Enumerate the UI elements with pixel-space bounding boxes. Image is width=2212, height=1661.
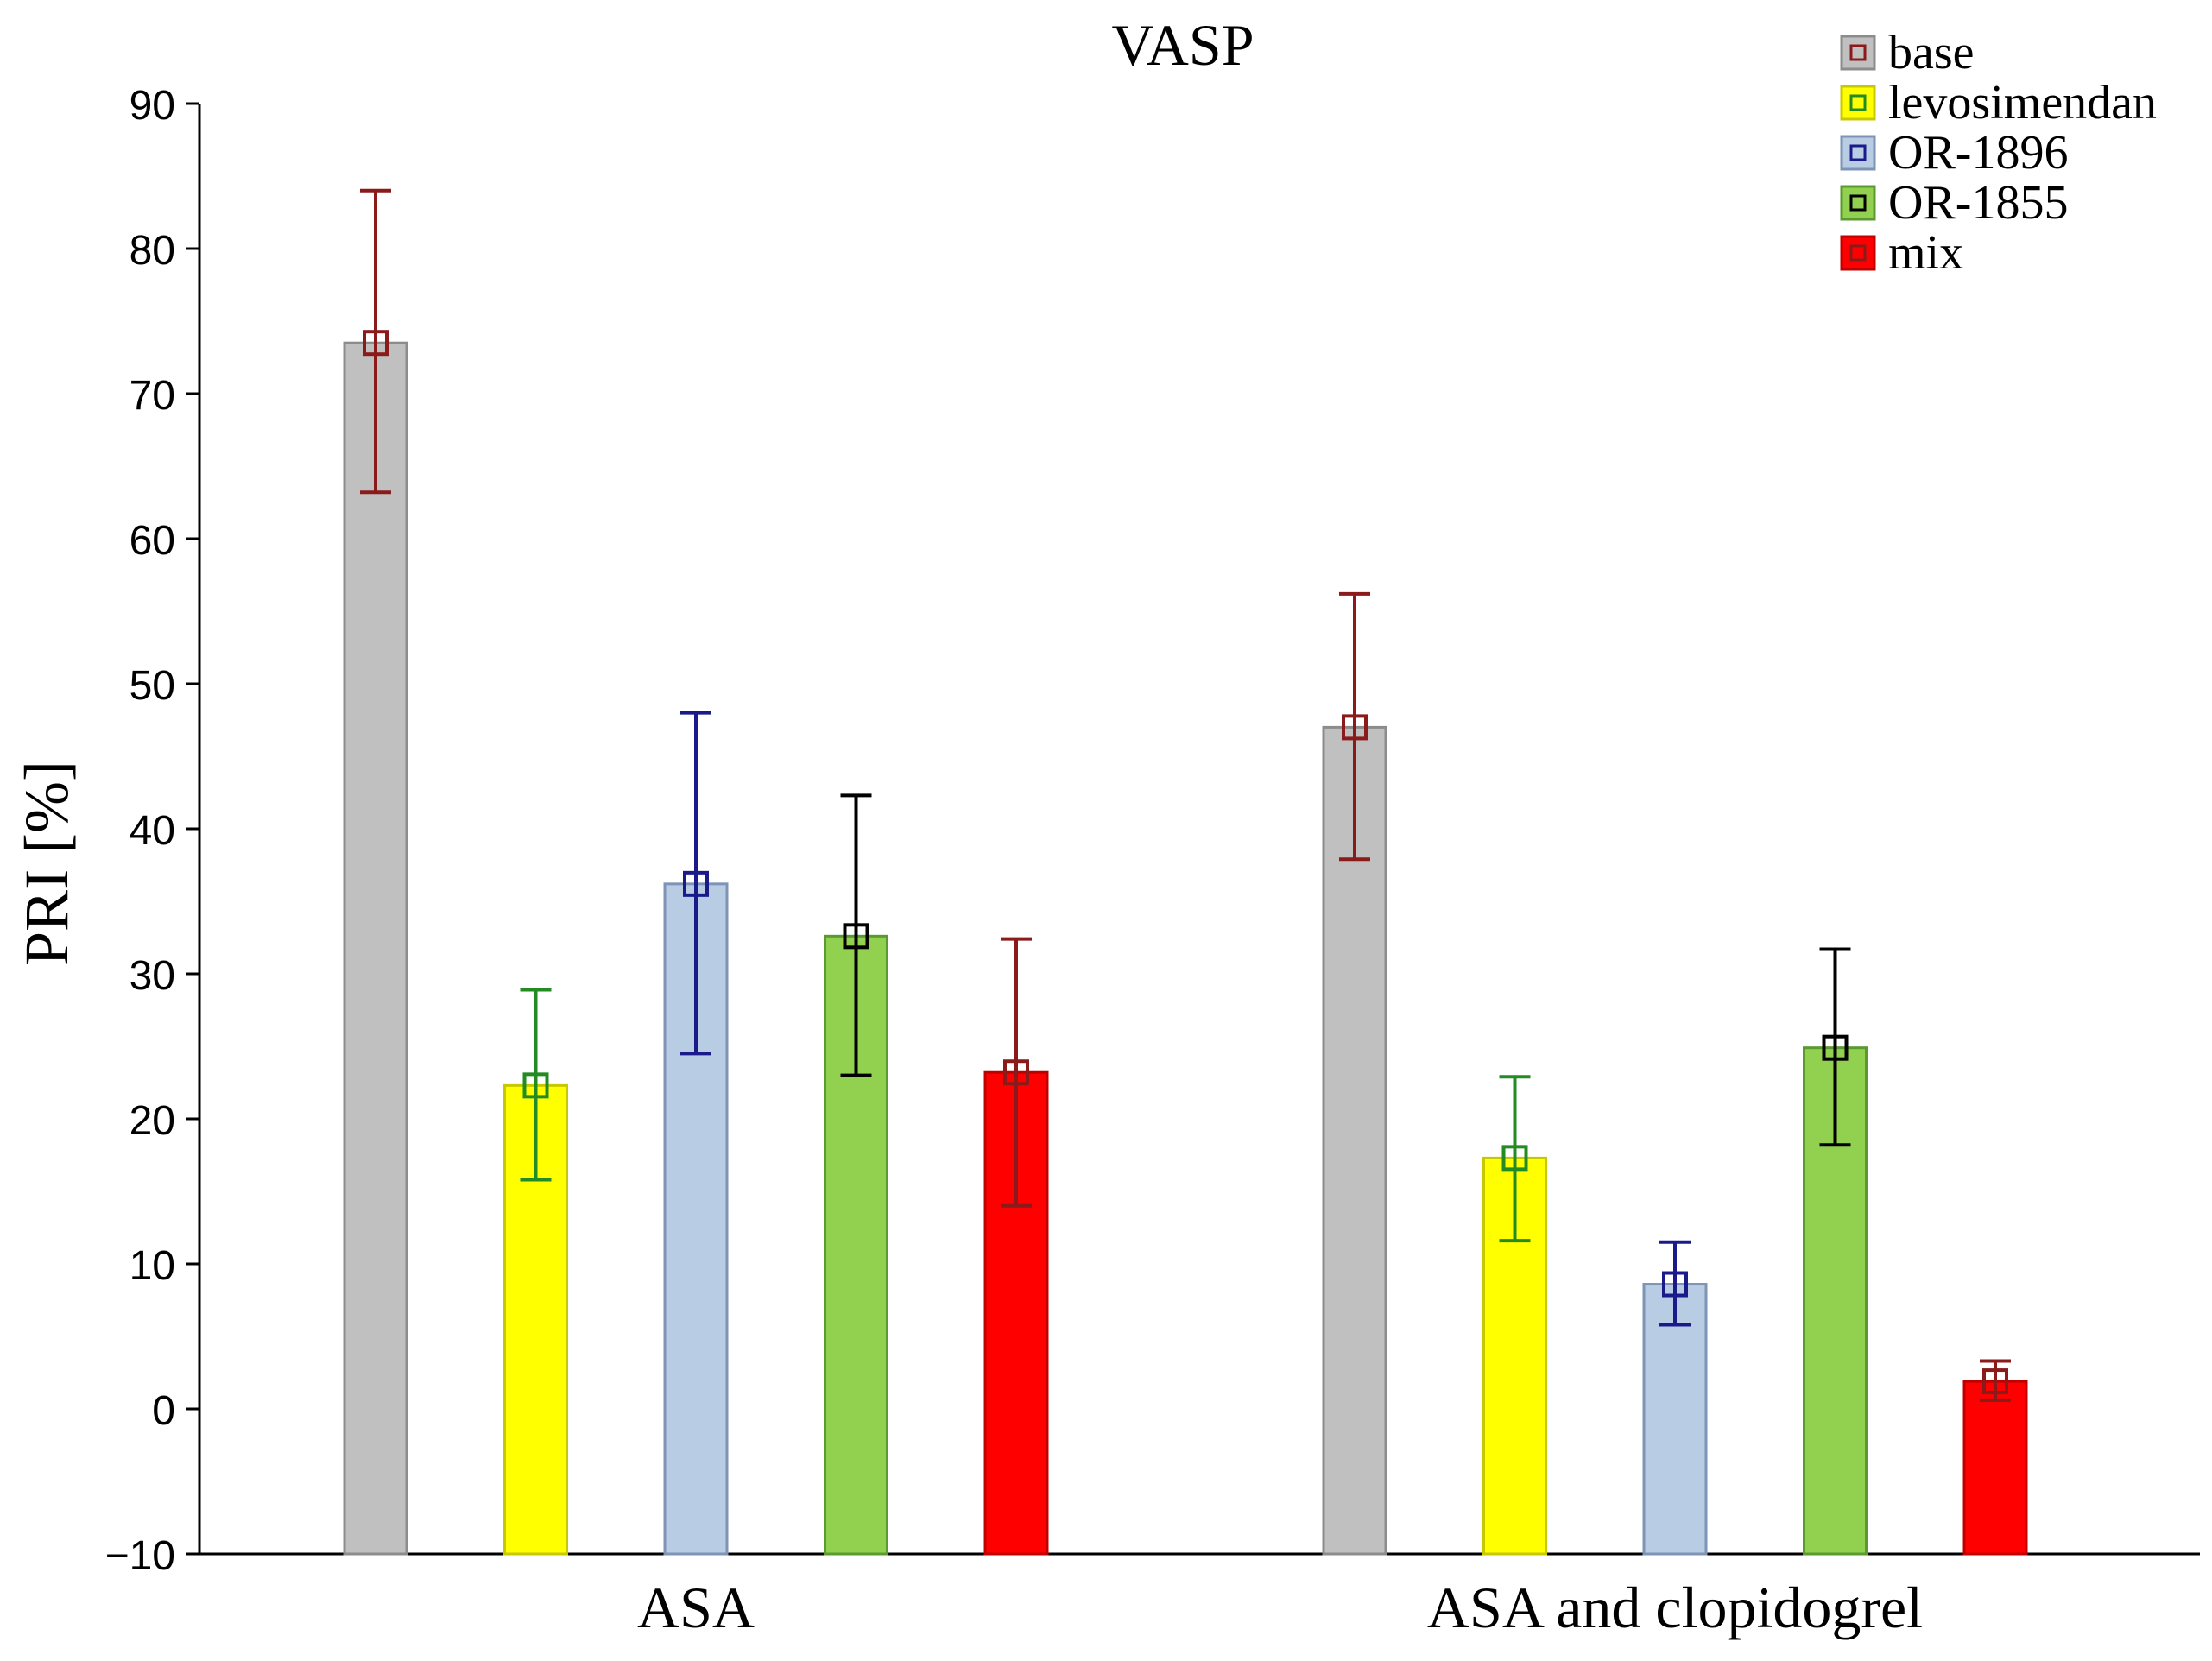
mean-marker	[1501, 1145, 1528, 1172]
legend-label: base	[1888, 26, 1975, 79]
x-tick-label: ASA and clopidogrel	[1427, 1575, 1923, 1640]
legend-marker	[1849, 194, 1867, 212]
y-tick-label: 80	[130, 228, 175, 274]
legend-label: mix	[1888, 226, 1963, 280]
error-bar	[1819, 947, 1851, 1147]
legend-marker	[1849, 144, 1867, 161]
x-tick-label: ASA	[637, 1575, 755, 1640]
legend-marker	[1849, 94, 1867, 111]
mean-marker	[1342, 714, 1368, 741]
legend-item: mix	[1840, 226, 1963, 280]
error-bar	[1001, 937, 1032, 1208]
mean-marker	[683, 870, 709, 897]
legend-label: OR-1855	[1888, 176, 2068, 230]
error-bars-group	[360, 188, 2011, 1402]
mean-marker	[843, 923, 869, 950]
bar-base-1	[343, 341, 408, 1556]
y-tick-label: 60	[130, 518, 175, 564]
legend-swatch	[1840, 235, 1876, 271]
y-tick-label: 40	[130, 808, 175, 854]
legend-item: OR-1896	[1840, 126, 2068, 180]
legend-swatch	[1840, 35, 1876, 71]
error-bar	[680, 711, 711, 1056]
mean-marker	[1662, 1271, 1688, 1298]
x-tick-labels: ASA ASA and clopidogrel	[637, 1575, 1923, 1640]
y-tick-label: 20	[130, 1098, 175, 1144]
bar-mix-2	[1962, 1380, 2028, 1556]
y-tick-label: 30	[130, 953, 175, 999]
chart-title: VASP	[1111, 12, 1254, 78]
mean-marker	[363, 330, 389, 357]
legend-swatch	[1840, 85, 1876, 121]
mean-marker	[1003, 1059, 1029, 1086]
bar-or-1896-2	[1642, 1283, 1708, 1556]
error-bar	[1980, 1359, 2011, 1402]
y-axis-label: PRI [%]	[12, 761, 81, 966]
legend-label: OR-1896	[1888, 126, 2068, 180]
mean-marker	[1982, 1368, 2008, 1395]
error-bar	[1499, 1075, 1531, 1243]
legend-item: levosimendan	[1840, 76, 2157, 129]
error-bar	[1659, 1240, 1691, 1327]
y-tick-label: 90	[130, 83, 175, 129]
error-bar	[1339, 591, 1370, 862]
y-tick-label: 0	[152, 1388, 175, 1434]
error-bar	[840, 793, 872, 1077]
legend-swatch	[1840, 185, 1876, 221]
mean-marker	[1822, 1034, 1849, 1061]
legend-swatch	[1840, 135, 1876, 171]
error-bar	[360, 188, 391, 495]
legend-marker	[1849, 244, 1867, 262]
bar-base-2	[1322, 725, 1387, 1556]
y-tick-label: −10	[105, 1533, 175, 1579]
mean-marker	[522, 1072, 549, 1099]
error-bar	[520, 988, 552, 1182]
legend-label: levosimendan	[1888, 76, 2157, 129]
y-tick-label: 50	[130, 663, 175, 709]
legend-item: base	[1840, 26, 1975, 79]
y-tick-label: 10	[130, 1243, 175, 1289]
legend-item: OR-1855	[1840, 176, 2068, 230]
legend-marker	[1849, 44, 1867, 61]
y-tick-label: 70	[130, 373, 175, 419]
